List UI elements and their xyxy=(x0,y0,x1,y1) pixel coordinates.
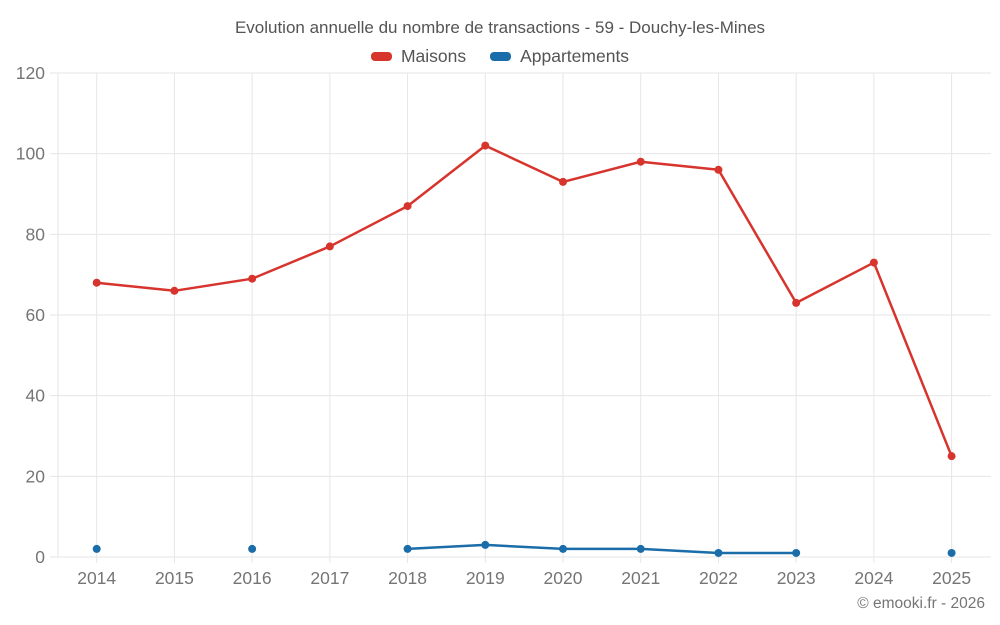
data-point-appartements-2016[interactable] xyxy=(248,544,257,553)
x-tick-label-2017: 2017 xyxy=(310,568,349,588)
series-line-appartements xyxy=(406,543,798,555)
y-tick-label-120: 120 xyxy=(16,63,45,83)
y-tick-label-80: 80 xyxy=(26,224,46,244)
series-line-maisons xyxy=(95,144,953,458)
data-point-maisons-2024[interactable] xyxy=(869,258,878,267)
data-point-maisons-2023[interactable] xyxy=(792,298,801,307)
y-tick-label-40: 40 xyxy=(26,386,46,406)
data-point-maisons-2019[interactable] xyxy=(481,141,490,150)
data-point-appartements-2022[interactable] xyxy=(714,548,723,557)
y-tick-label-20: 20 xyxy=(26,466,46,486)
y-tick-label-0: 0 xyxy=(35,547,45,567)
y-tick-label-100: 100 xyxy=(16,144,45,164)
legend-item-maisons[interactable]: Maisons xyxy=(370,46,467,67)
x-tick-label-2019: 2019 xyxy=(466,568,505,588)
data-point-appartements-2023[interactable] xyxy=(792,548,801,557)
x-tick-label-2024: 2024 xyxy=(854,568,893,588)
data-point-maisons-2017[interactable] xyxy=(325,242,334,251)
data-point-maisons-2018[interactable] xyxy=(403,202,412,211)
x-tick-label-2021: 2021 xyxy=(621,568,660,588)
data-point-appartements-2018[interactable] xyxy=(403,544,412,553)
x-tick-label-2020: 2020 xyxy=(544,568,583,588)
legend-label-appartements: Appartements xyxy=(520,46,630,66)
data-point-appartements-2021[interactable] xyxy=(636,544,645,553)
chart-title: Evolution annuelle du nombre de transact… xyxy=(234,18,766,37)
data-point-maisons-2014[interactable] xyxy=(92,278,101,287)
x-tick-label-2014: 2014 xyxy=(77,568,116,588)
data-point-maisons-2020[interactable] xyxy=(559,177,568,186)
data-point-maisons-2021[interactable] xyxy=(636,157,645,166)
legend-item-appartements[interactable]: Appartements xyxy=(490,46,629,67)
data-point-maisons-2022[interactable] xyxy=(714,165,723,174)
y-tick-label-60: 60 xyxy=(26,305,46,325)
x-tick-label-2016: 2016 xyxy=(233,568,272,588)
x-tick-label-2015: 2015 xyxy=(155,568,194,588)
x-tick-label-2025: 2025 xyxy=(932,568,971,588)
data-point-appartements-2025[interactable] xyxy=(947,548,956,557)
data-point-appartements-2020[interactable] xyxy=(559,544,568,553)
data-point-maisons-2025[interactable] xyxy=(947,452,956,461)
legend-swatch-maisons xyxy=(370,52,392,61)
legend-swatch-appartements xyxy=(490,52,512,61)
data-point-appartements-2019[interactable] xyxy=(481,540,490,549)
copyright-text: © emooki.fr - 2026 xyxy=(857,595,985,612)
data-point-maisons-2015[interactable] xyxy=(170,286,179,295)
data-point-appartements-2014[interactable] xyxy=(92,544,101,553)
legend-label-maisons: Maisons xyxy=(400,46,467,66)
data-point-maisons-2016[interactable] xyxy=(248,274,257,283)
x-tick-label-2022: 2022 xyxy=(699,568,738,588)
x-tick-label-2023: 2023 xyxy=(777,568,816,588)
x-tick-label-2018: 2018 xyxy=(388,568,427,588)
chart-legend: Maisons Appartements xyxy=(0,46,1000,67)
